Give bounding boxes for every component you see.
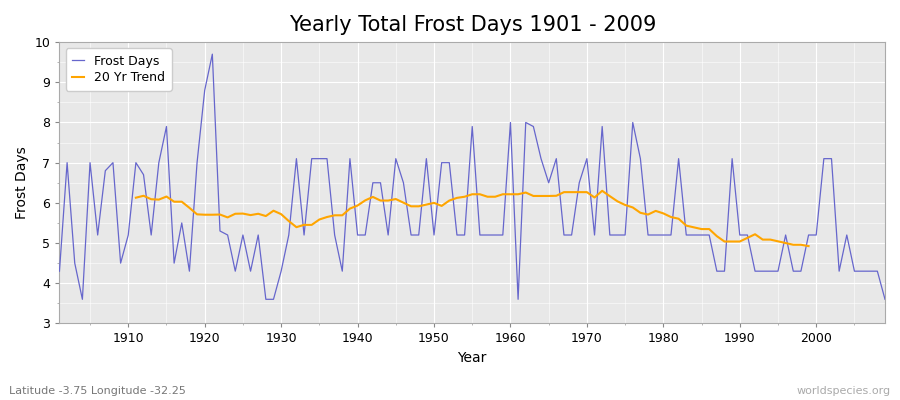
Y-axis label: Frost Days: Frost Days bbox=[15, 146, 29, 219]
Legend: Frost Days, 20 Yr Trend: Frost Days, 20 Yr Trend bbox=[66, 48, 172, 91]
Line: Frost Days: Frost Days bbox=[59, 54, 885, 299]
Text: worldspecies.org: worldspecies.org bbox=[796, 386, 891, 396]
20 Yr Trend bbox=[734, 239, 745, 244]
Frost Days bbox=[123, 233, 134, 238]
Frost Days bbox=[299, 233, 310, 238]
Frost Days bbox=[879, 297, 890, 302]
20 Yr Trend bbox=[214, 212, 225, 217]
Frost Days bbox=[513, 297, 524, 302]
20 Yr Trend bbox=[391, 197, 401, 202]
20 Yr Trend bbox=[803, 244, 814, 248]
Line: 20 Yr Trend: 20 Yr Trend bbox=[136, 191, 808, 246]
20 Yr Trend bbox=[130, 195, 141, 200]
X-axis label: Year: Year bbox=[457, 351, 487, 365]
20 Yr Trend bbox=[268, 208, 279, 213]
20 Yr Trend bbox=[199, 212, 210, 217]
Frost Days bbox=[77, 297, 88, 302]
Frost Days bbox=[207, 52, 218, 56]
Frost Days bbox=[345, 156, 356, 161]
20 Yr Trend bbox=[474, 192, 485, 197]
Title: Yearly Total Frost Days 1901 - 2009: Yearly Total Frost Days 1901 - 2009 bbox=[289, 15, 656, 35]
Frost Days bbox=[54, 269, 65, 274]
20 Yr Trend bbox=[597, 188, 608, 193]
Frost Days bbox=[520, 120, 531, 125]
Frost Days bbox=[612, 233, 623, 238]
Text: Latitude -3.75 Longitude -32.25: Latitude -3.75 Longitude -32.25 bbox=[9, 386, 186, 396]
